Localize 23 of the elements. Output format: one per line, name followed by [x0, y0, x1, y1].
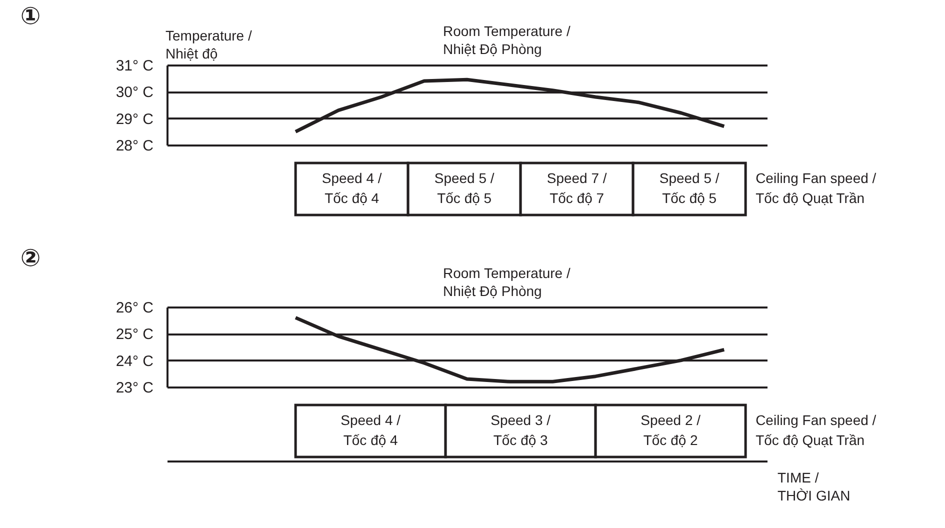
- y-tick-label: 29° C: [116, 110, 154, 128]
- y-tick-label: 26° C: [116, 300, 154, 316]
- series-label: Room Temperature / Nhiệt Độ Phòng: [443, 23, 570, 57]
- text: Speed 4 / Tốc độ 4: [322, 170, 382, 206]
- text: Ceiling Fan speed / Tốc độ Quạt Trần: [756, 412, 876, 448]
- y-tick-label: 28° C: [116, 138, 154, 154]
- y-tick-label: 24° C: [116, 352, 154, 370]
- text: Speed 7 / Tốc độ 7: [546, 170, 607, 206]
- y-tick-label: 30° C: [116, 84, 154, 102]
- text: Speed 3 / Tốc độ 3: [490, 412, 551, 448]
- x-axis-title: TIME / THỜI GIAN: [778, 470, 850, 504]
- text: Speed 5 / Tốc độ 5: [434, 170, 494, 206]
- text: Room Temperature / Nhiệt Độ Phòng: [443, 265, 570, 299]
- y-axis-title: Temperature / Nhiệt độ: [166, 28, 252, 62]
- chart-title: ①: [20, 2, 41, 30]
- text: Speed 2 / Tốc độ 2: [640, 412, 701, 448]
- y-tick-label: 31° C: [116, 58, 154, 74]
- y-tick-label: 23° C: [116, 380, 154, 396]
- y-tick-label: 25° C: [116, 326, 154, 344]
- chart-title: ②: [20, 244, 41, 272]
- text: Speed 4 / Tốc độ 4: [340, 412, 401, 448]
- text: Speed 5 / Tốc độ 5: [659, 170, 720, 206]
- text: Ceiling Fan speed / Tốc độ Quạt Trần: [756, 170, 876, 206]
